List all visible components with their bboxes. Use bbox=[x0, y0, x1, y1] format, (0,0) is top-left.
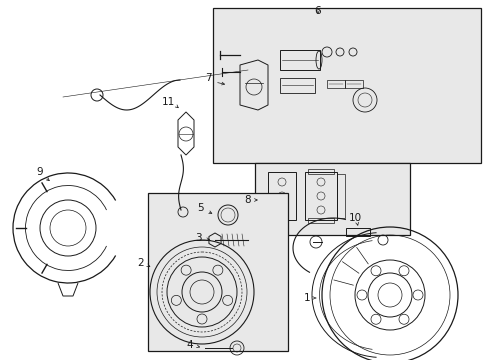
Bar bbox=[267, 172, 295, 220]
Text: 1: 1 bbox=[303, 293, 310, 303]
Bar bbox=[213, 8, 480, 163]
Text: 3: 3 bbox=[194, 233, 201, 243]
Bar bbox=[336, 174, 345, 218]
Bar bbox=[280, 50, 319, 70]
Text: 2: 2 bbox=[138, 258, 144, 268]
Bar bbox=[148, 193, 287, 351]
Text: 10: 10 bbox=[348, 213, 361, 223]
Bar bbox=[307, 218, 333, 223]
Text: 9: 9 bbox=[37, 167, 43, 177]
Bar bbox=[305, 172, 336, 220]
Bar bbox=[326, 80, 345, 88]
Bar bbox=[280, 78, 314, 93]
Bar bbox=[345, 80, 362, 88]
Bar bbox=[254, 163, 409, 235]
Text: 6: 6 bbox=[314, 6, 321, 16]
Text: 4: 4 bbox=[186, 340, 193, 350]
Text: 7: 7 bbox=[204, 73, 211, 83]
Bar bbox=[307, 169, 333, 174]
Text: 8: 8 bbox=[244, 195, 251, 205]
Text: 11: 11 bbox=[161, 97, 174, 107]
Text: 5: 5 bbox=[196, 203, 203, 213]
